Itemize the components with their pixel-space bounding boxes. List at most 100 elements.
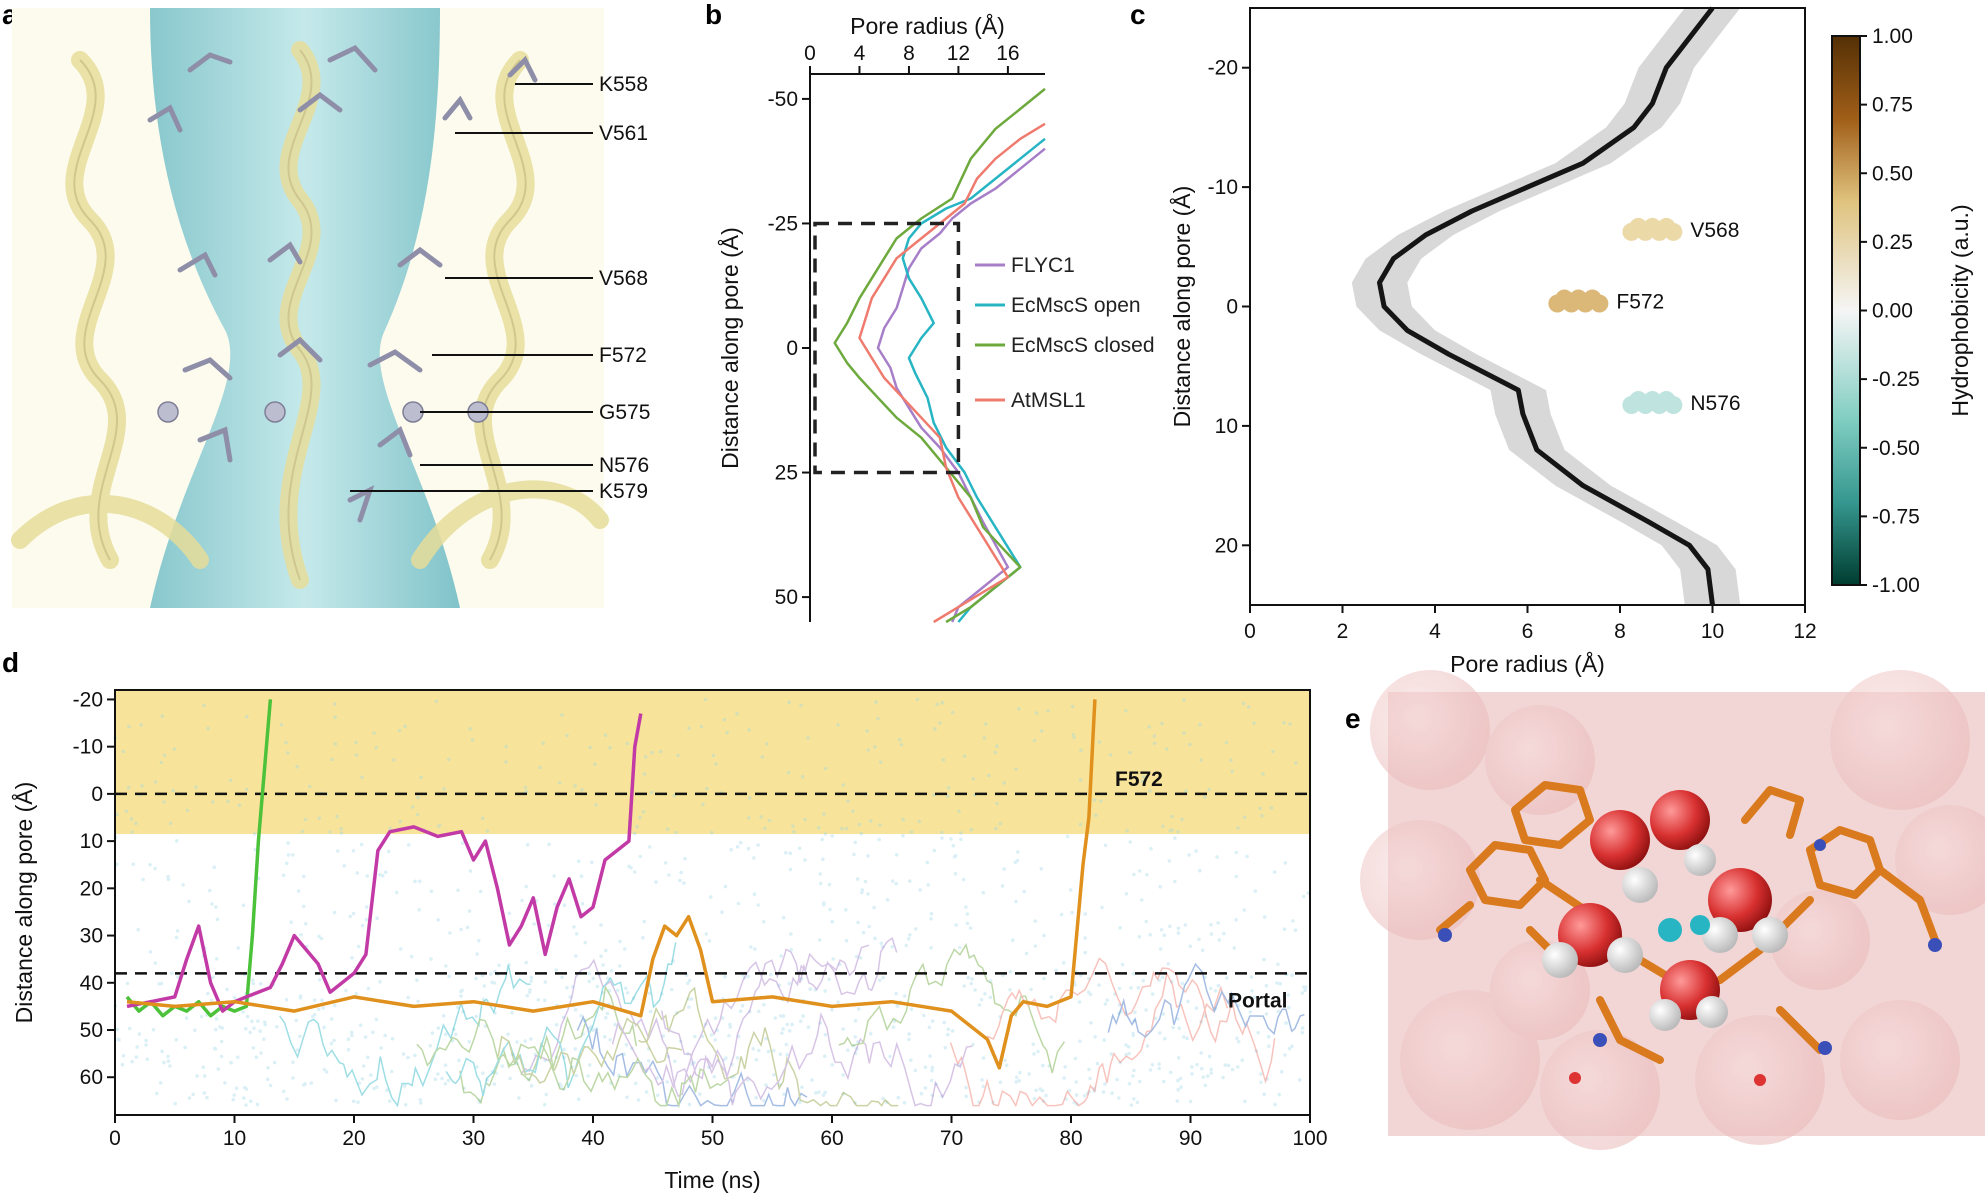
panel-d-water-dot [250, 1019, 254, 1024]
panel-d-water-dot [251, 981, 256, 986]
panel-d-water-dot [201, 1065, 206, 1070]
panel-d-water-dot [1170, 814, 1174, 819]
panel-d-portal-annotation: Portal [1228, 989, 1288, 1012]
panel-d-water-dot [1262, 1092, 1266, 1097]
panel-d-background-trajectory [838, 942, 1066, 1074]
panel-d-water-dot [465, 925, 470, 930]
panel-d-water-dot [1017, 1079, 1022, 1083]
panel-d-water-dot [752, 856, 756, 860]
panel-d-water-dot [868, 1032, 873, 1036]
panel-d-water-dot [872, 905, 876, 910]
panel-d-water-dot [174, 935, 179, 940]
panel-d-water-dot [185, 808, 190, 813]
panel-d-water-dot [284, 998, 289, 1002]
panel-d-water-dot [312, 1012, 317, 1017]
panel-d-water-dot [841, 783, 846, 787]
panel-c-x-axis-title: Pore radius (Å) [1450, 650, 1605, 677]
panel-d-water-dot [841, 1091, 846, 1096]
panel-d-water-dot [714, 762, 718, 766]
panel-d-water-dot [1092, 1089, 1097, 1093]
panel-d-water-dot [481, 997, 486, 1001]
panel-d-water-dot [322, 1025, 326, 1030]
panel-d-water-dot [1283, 1053, 1287, 1057]
panel-d-water-dot [747, 728, 751, 732]
panel-d-water-dot [527, 990, 532, 994]
panel-d-water-dot [219, 1054, 224, 1059]
panel-d-water-dot [618, 939, 622, 944]
panel-d-y-tick-label: -10 [73, 736, 103, 759]
panel-d-water-dot [285, 861, 289, 866]
panel-d-water-dot [1144, 919, 1149, 924]
panel-d-water-dot [1032, 738, 1037, 743]
panel-d-water-dot [295, 1048, 300, 1052]
panel-d-water-dot [704, 932, 709, 936]
panel-d-water-dot [603, 1034, 607, 1039]
panel-d-water-dot [823, 1090, 827, 1095]
panel-d-water-dot [1014, 1080, 1018, 1084]
panel-d-water-dot [303, 1082, 307, 1086]
panel-d-water-dot [604, 1015, 608, 1020]
panel-d-water-dot [853, 1018, 858, 1023]
panel-d-water-dot [1123, 1010, 1128, 1015]
panel-d-water-dot [299, 933, 303, 937]
panel-d-water-dot [971, 1042, 975, 1047]
panel-d-water-dot [245, 1014, 250, 1019]
panel-d-water-dot [1083, 936, 1087, 940]
panel-d-water-dot [1032, 1052, 1036, 1056]
panel-d-water-dot [403, 1103, 408, 1107]
panel-d-water-dot [692, 1060, 696, 1065]
panel-c-y-axis-title: Distance along pore (Å) [1168, 186, 1195, 428]
panel-d-water-dot [176, 975, 180, 979]
panel-d-water-dot [772, 1048, 776, 1053]
panel-d-water-dot [576, 1097, 581, 1101]
panel-d-water-dot [1173, 879, 1177, 884]
panel-d-water-dot [286, 853, 291, 857]
panel-d-water-dot [803, 858, 807, 862]
panel-d-water-dot [625, 991, 630, 995]
panel-d-water-dot [429, 957, 433, 961]
panel-d-water-dot [1217, 938, 1222, 942]
panel-d-water-dot [1118, 1060, 1122, 1065]
panel-d-water-dot [279, 722, 284, 727]
panel-d-water-dot [443, 1082, 448, 1086]
panel-d-water-dot [241, 1010, 245, 1014]
panel-d-water-dot [291, 1060, 295, 1065]
panel-d-water-dot [1288, 722, 1292, 726]
panel-d-x-tick-label: 10 [223, 1127, 246, 1150]
panel-d-water-dot [797, 846, 802, 851]
panel-d-water-dot [169, 971, 174, 976]
panel-d-x-tick-label: 40 [581, 1127, 604, 1150]
panel-d-water-dot [406, 995, 411, 1000]
panel-d-water-dot [459, 994, 463, 998]
panel-d-water-dot [127, 1026, 132, 1031]
panel-d-water-dot [828, 907, 832, 912]
panel-d-water-dot [215, 957, 219, 961]
panel-d-water-dot [599, 923, 603, 927]
panel-d-water-dot [648, 1009, 653, 1014]
panel-d-water-dot [1042, 933, 1046, 938]
panel-d-water-dot [1282, 720, 1286, 725]
panel-d-water-dot [268, 1083, 273, 1088]
panel-d-water-dot [1153, 1016, 1158, 1021]
panel-d-x-tick-label: 20 [342, 1127, 365, 1150]
panel-d-water-dot [1140, 779, 1144, 784]
panel-d-water-dot [1022, 889, 1026, 894]
panel-d-water-dot [1149, 846, 1153, 851]
panel-d-water-dot [1242, 908, 1246, 912]
panel-d-water-dot [1265, 1077, 1269, 1081]
panel-d-y-tick-label: 20 [80, 877, 103, 900]
panel-d-water-dot [787, 700, 791, 704]
panel-d-water-dot [468, 727, 473, 731]
panel-d-water-dot [1041, 1099, 1046, 1103]
residue-label-v568: V568 [599, 267, 648, 290]
panel-d-water-dot [1003, 1058, 1007, 1063]
panel-d-water-dot [436, 1072, 440, 1076]
panel-d-water-dot [497, 963, 501, 968]
panel-d-water-dot [1291, 919, 1295, 923]
panel-d-water-dot [965, 921, 970, 926]
panel-d-water-dot [448, 931, 452, 935]
panel-d-water-dot [1119, 1009, 1123, 1014]
panel-d-water-dot [1031, 1042, 1035, 1047]
panel-d-water-dot [324, 1070, 329, 1074]
panel-b-dashed-zoom-box [813, 221, 961, 475]
